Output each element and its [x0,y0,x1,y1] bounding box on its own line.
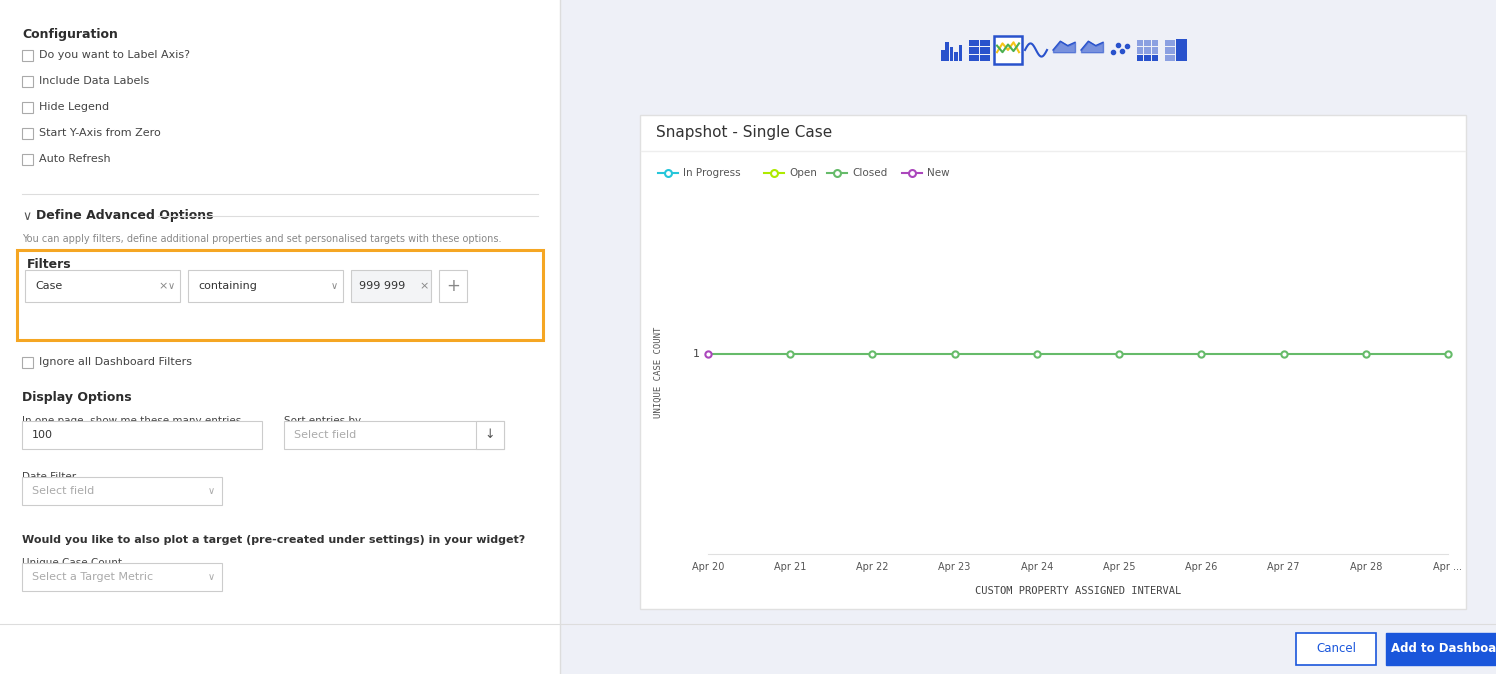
Text: Apr 27: Apr 27 [1267,562,1300,572]
Text: Case: Case [34,281,63,291]
Text: Ignore all Dashboard Filters: Ignore all Dashboard Filters [39,357,191,367]
Text: ∨: ∨ [208,572,215,582]
Bar [980,55,990,61]
Text: Configuration: Configuration [22,28,118,41]
Text: Would you like to also plot a target (pre-created under settings) in your widget: Would you like to also plot a target (pr… [22,535,525,545]
Bar [352,270,431,302]
Text: Filters: Filters [27,257,72,270]
Bar [22,563,221,591]
Bar [980,47,990,54]
Bar [284,421,504,449]
Bar [1144,55,1150,61]
Text: Date Filter: Date Filter [22,472,76,482]
Text: UNIQUE CASE COUNT: UNIQUE CASE COUNT [654,326,663,418]
Text: CUSTOM PROPERTY ASSIGNED INTERVAL: CUSTOM PROPERTY ASSIGNED INTERVAL [975,586,1182,596]
Text: Select field: Select field [31,486,94,496]
Bar [438,270,467,302]
Bar [1144,40,1150,47]
Bar [941,50,944,61]
Text: containing: containing [197,281,257,291]
Bar [1165,40,1174,47]
Text: Apr 22: Apr 22 [856,562,889,572]
Bar [22,50,33,61]
Bar [1137,47,1143,54]
Text: Apr 25: Apr 25 [1103,562,1135,572]
Bar [640,115,1466,609]
Bar [969,47,978,54]
Text: Select a Target Metric: Select a Target Metric [31,572,153,582]
Text: Apr 20: Apr 20 [691,562,724,572]
Text: Cancel: Cancel [1316,642,1355,656]
Text: Snapshot - Single Case: Snapshot - Single Case [657,125,832,140]
Text: Unique Case Count: Unique Case Count [22,558,123,568]
Text: Start Y-Axis from Zero: Start Y-Axis from Zero [39,129,160,138]
Bar [22,128,33,139]
Text: Apr 26: Apr 26 [1185,562,1218,572]
Bar [1144,47,1150,54]
Text: Apr 28: Apr 28 [1349,562,1382,572]
Text: 1: 1 [693,349,700,359]
Bar [22,357,33,368]
Text: 100: 100 [31,430,52,440]
Text: Include Data Labels: Include Data Labels [39,77,150,86]
Text: ∨: ∨ [168,281,175,291]
Bar [980,40,990,47]
Text: ↓: ↓ [485,429,495,441]
Text: Add to Dashboard: Add to Dashboard [1391,642,1496,656]
Text: In Progress: In Progress [684,168,741,178]
Text: Do you want to Label Axis?: Do you want to Label Axis? [39,51,190,61]
Text: +: + [446,277,459,295]
Text: Apr ...: Apr ... [1433,562,1463,572]
Text: ∨: ∨ [331,281,338,291]
Text: Apr 24: Apr 24 [1020,562,1053,572]
Text: Closed: Closed [853,168,887,178]
Text: Hide Legend: Hide Legend [39,102,109,113]
Text: ∨: ∨ [208,486,215,496]
Bar [476,421,504,449]
Text: Apr 21: Apr 21 [773,562,806,572]
Text: ∨: ∨ [22,210,31,222]
Bar [560,0,1496,674]
Text: Apr 23: Apr 23 [938,562,971,572]
Text: Sort entries by: Sort entries by [284,416,361,426]
Bar [954,52,957,61]
Bar [22,76,33,87]
Bar [993,36,1022,64]
Bar [945,42,948,61]
Bar [1176,39,1186,61]
Text: New: New [928,168,950,178]
Text: Select field: Select field [295,430,356,440]
Bar [969,55,978,61]
Bar [1296,633,1376,665]
Bar [959,44,962,61]
Text: In one page, show me these many entries: In one page, show me these many entries [22,416,241,426]
Text: 999 999: 999 999 [359,281,405,291]
Text: You can apply filters, define additional properties and set personalised targets: You can apply filters, define additional… [22,234,501,244]
Text: Define Advanced Options: Define Advanced Options [36,210,214,222]
Text: ×: × [419,281,428,291]
Text: Open: Open [790,168,817,178]
Bar [1137,55,1143,61]
Bar [1385,633,1496,665]
Bar [25,270,180,302]
Bar [188,270,343,302]
Text: Auto Refresh: Auto Refresh [39,154,111,164]
Bar [16,250,543,340]
Bar [1152,40,1158,47]
Bar [22,102,33,113]
Bar [1152,47,1158,54]
Bar [1137,40,1143,47]
Text: Display Options: Display Options [22,390,132,404]
Bar [22,154,33,165]
Bar [969,40,978,47]
Bar [1165,55,1174,61]
Bar [1152,55,1158,61]
Text: ×: × [159,281,168,291]
Bar [1165,47,1174,54]
Bar [22,421,262,449]
Bar [950,47,953,61]
Bar [22,477,221,505]
Bar [0,0,560,674]
